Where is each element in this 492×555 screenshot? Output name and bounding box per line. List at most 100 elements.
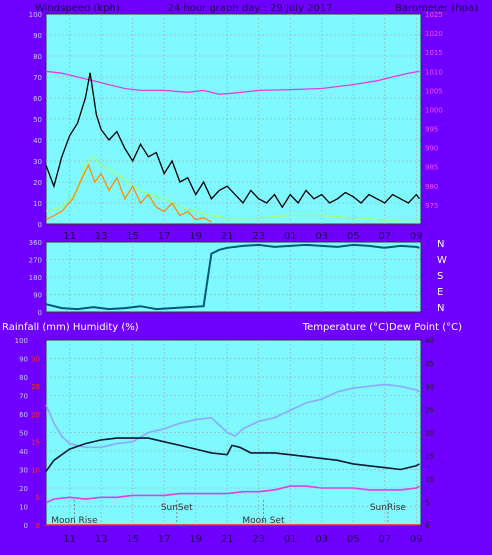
wind-direction-grid [46,242,421,312]
y-tick-label: 270 [29,257,42,265]
x-tick-label: 05 [347,231,360,242]
y-tick-label: 35 [425,360,434,368]
compass-labels: N W S E N [437,239,447,314]
y-tick-label: 50 [33,116,42,124]
y-tick-label: 1000 [425,106,443,114]
y-tick-label: 100 [29,11,42,19]
compass-w: W [437,255,447,266]
x-tick-label: 03 [315,534,328,545]
y-tick-label: 40 [19,448,28,456]
x-tick-label: 17 [158,534,171,545]
y-tick-label: 40 [425,337,434,345]
x-tick-label: 01 [284,231,297,242]
y-tick-label: 995 [425,126,438,134]
y-tick-label: 60 [19,411,28,419]
x-tick-label: 11 [63,534,76,545]
y-tick-label: 10 [425,476,434,484]
y-tick-label: 60 [33,95,42,103]
y-tick-label: 20 [31,411,40,419]
y-tick-label: 980 [425,183,438,191]
x-tick-label: 23 [252,534,265,545]
y-tick-label: 30 [19,467,28,475]
y-tick-label: 70 [33,74,42,82]
temperature-series [45,383,420,526]
series-line [45,383,420,449]
y-tick-label: 1020 [425,30,443,38]
x-tick-label: 21 [221,534,234,545]
y-tick-label: 70 [19,393,28,401]
series-line [45,437,420,472]
annotation-label: Moon Set [242,516,285,526]
y-tick-label: 1025 [425,11,443,19]
x-tick-label: 19 [189,231,202,242]
x-tick-label: 11 [63,231,76,242]
rain-humidity-label: Rainfall (mm) Humidity (%) [2,322,139,333]
y-tick-label: 0 [38,309,42,317]
x-tick-label: 09 [410,534,423,545]
y-tick-label: 5 [425,499,429,507]
series-line [45,485,420,504]
astronomy-annotations: Moon Rise SunSet Moon Set SunRise [51,500,406,526]
x-tick-label: 07 [378,231,391,242]
x-tick-label: 21 [221,231,234,242]
chart-title: 24 hour graph day : 29 July 2017 [167,3,332,14]
series-line [45,70,420,95]
windspeed-label: Windspeed (kph) [35,3,120,14]
y-tick-label: 80 [33,53,42,61]
y-tick-label: 0 [425,522,429,530]
time-x-axis-bottom: 11 13 15 17 19 21 23 01 03 05 07 09 [63,534,422,545]
y-tick-label: 20 [19,485,28,493]
x-tick-label: 19 [189,534,202,545]
x-tick-label: 13 [95,231,108,242]
wind-direction-series [45,243,420,311]
x-tick-label: 01 [284,534,297,545]
y-tick-label: 10 [33,200,42,208]
y-tick-label: 0 [38,221,42,229]
y-tick-label: 90 [33,292,42,300]
x-tick-label: 23 [252,231,265,242]
y-tick-label: 25 [425,406,434,414]
y-tick-label: 10 [31,466,40,474]
compass-s: S [437,271,443,282]
humidity-y-axis: 0 10 20 30 40 50 60 70 80 90 100 [15,337,28,530]
y-tick-label: 15 [425,453,434,461]
x-tick-label: 17 [158,231,171,242]
annotation-label: SunRise [370,503,407,513]
compass-e: E [437,287,443,298]
y-tick-label: 100 [15,337,28,345]
y-tick-label: 25 [31,383,40,391]
x-tick-label: 13 [95,534,108,545]
temperature-y-axis: 0 5 10 15 20 25 30 35 40 [425,337,434,530]
y-tick-label: 20 [425,430,434,438]
barometer-y-axis: 975 980 985 990 995 1000 1005 1010 1015 1020 1025 [425,11,443,210]
y-tick-label: 1010 [425,68,443,76]
rainfall-y-axis: 0 5 10 15 20 25 30 [31,355,40,530]
windspeed-series [45,70,420,223]
windspeed-y-axis: 0 10 20 30 40 50 60 70 80 90 100 [29,11,42,229]
y-tick-label: 1015 [425,49,443,57]
barometer-label: Barometer (hpa) [395,3,478,14]
y-tick-label: 180 [29,274,42,282]
y-tick-label: 360 [29,239,42,247]
y-tick-label: 30 [425,383,434,391]
y-tick-label: 80 [19,374,28,382]
windspeed-grid [46,14,421,224]
y-tick-label: 50 [19,430,28,438]
compass-n: N [437,239,444,250]
y-tick-label: 30 [33,158,42,166]
x-tick-label: 09 [410,231,423,242]
compass-n-bottom: N [437,303,444,314]
x-tick-label: 07 [378,534,391,545]
x-tick-label: 05 [347,534,360,545]
y-tick-label: 0 [36,522,40,530]
series-line [45,72,420,209]
temperature-dewpoint-label: Temperature (°C)Dew Point (°C) [302,322,462,333]
y-tick-label: 90 [33,32,42,40]
annotation-label: SunSet [161,503,193,513]
series-line [45,163,212,223]
y-tick-label: 1005 [425,87,443,95]
x-tick-label: 15 [126,231,139,242]
annotation-label: Moon Rise [51,516,98,526]
